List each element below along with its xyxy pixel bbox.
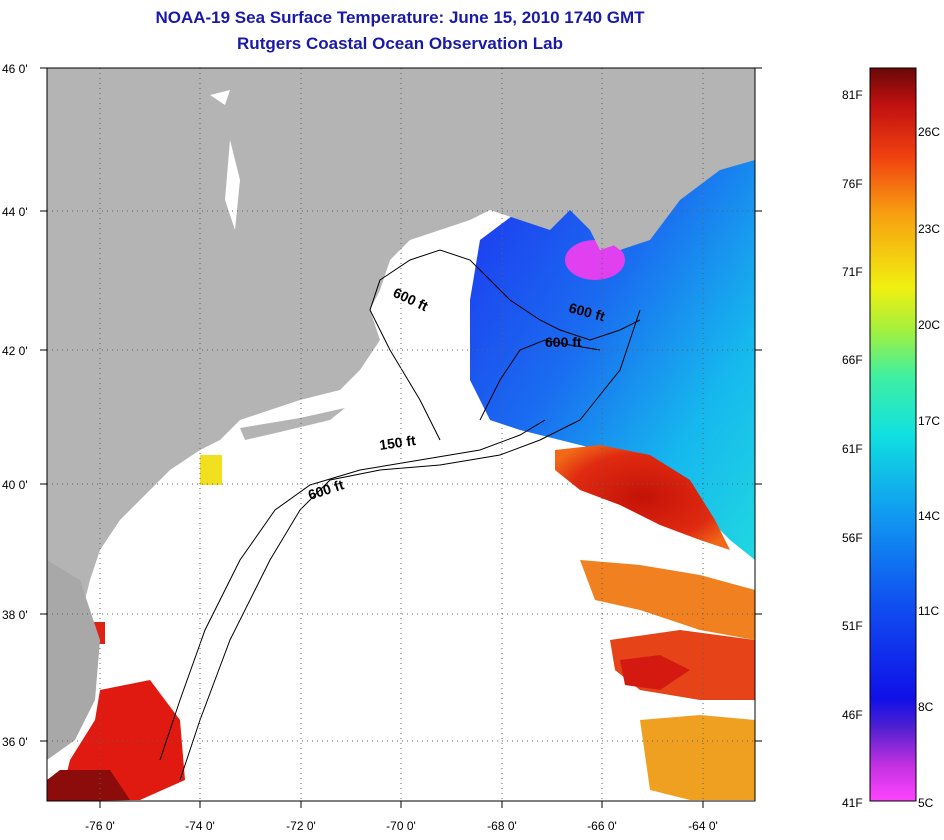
lat-label-38: 38 0' — [2, 608, 28, 622]
lat-label-42: 42 0' — [2, 344, 28, 358]
map-title: NOAA-19 Sea Surface Temperature: June 15… — [155, 8, 645, 27]
gulf-stream-warm-core — [555, 445, 730, 550]
colorbar-f-46: 46F — [842, 708, 863, 722]
lon-label-74: -74 0' — [185, 819, 215, 833]
colorbar-c-17: 17C — [918, 414, 940, 428]
colorbar-f-66: 66F — [842, 353, 863, 367]
colorbar-f-56: 56F — [842, 531, 863, 545]
long-island — [240, 408, 345, 440]
lon-label-76: -76 0' — [85, 819, 115, 833]
contour-label-150ft: 150 ft — [378, 432, 417, 453]
map-subtitle: Rutgers Coastal Ocean Observation Lab — [237, 34, 563, 53]
colorbar-c-26: 26C — [918, 125, 940, 139]
lon-label-72: -72 0' — [286, 819, 316, 833]
land-mass — [47, 68, 755, 760]
colorbar-c-20: 20C — [918, 318, 940, 332]
colorbar-c-11: 11C — [918, 604, 939, 618]
lon-label-64: -64 0' — [688, 819, 718, 833]
lat-label-46: 46 0' — [2, 62, 28, 76]
colorbar-c-8: 8C — [918, 700, 934, 714]
colorbar-c-14: 14C — [918, 509, 940, 523]
cold-spot — [565, 240, 625, 280]
colorbar-c-23: 23C — [918, 222, 940, 236]
lon-label-70: -70 0' — [386, 819, 416, 833]
bathymetry-contours — [159, 249, 641, 781]
colorbar-f-51: 51F — [842, 619, 863, 633]
grid-lines — [47, 68, 755, 801]
lat-label-44: 44 0' — [2, 205, 28, 219]
contour-label-600ft-c: 600 ft — [545, 334, 582, 350]
lat-label-40: 40 0' — [2, 478, 28, 492]
colorbar-f-71: 71F — [842, 265, 863, 279]
lat-label-36: 36 0' — [2, 735, 28, 749]
colorbar — [869, 67, 917, 802]
nova-scotia — [600, 110, 755, 250]
lon-label-68: -68 0' — [487, 819, 517, 833]
colorbar-f-81: 81F — [842, 88, 863, 102]
colorbar-f-76: 76F — [842, 177, 863, 191]
colorbar-f-41: 41F — [842, 796, 863, 810]
colorbar-f-61: 61F — [842, 442, 863, 456]
lon-label-66: -66 0' — [587, 819, 617, 833]
colorbar-c-5: 5C — [918, 796, 934, 810]
